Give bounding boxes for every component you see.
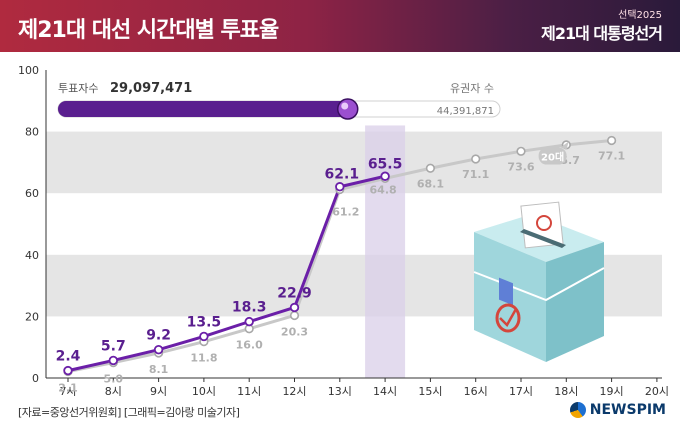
logo-icon <box>569 402 586 418</box>
x-tick-label: 13시 <box>328 385 352 398</box>
point-current <box>380 171 390 181</box>
y-tick-label: 0 <box>32 372 39 385</box>
ballot-box-side <box>546 242 604 362</box>
x-tick-label: 9시 <box>150 385 167 398</box>
point-current <box>244 316 254 327</box>
ballot-box-slot <box>520 229 566 248</box>
data-label-previous: 20.3 <box>281 325 308 338</box>
x-tick-label: 19시 <box>600 385 624 398</box>
series-line-current <box>67 174 386 373</box>
point-current <box>199 331 209 342</box>
series-name-tag-bg <box>538 147 567 165</box>
x-tick-label: 16시 <box>464 385 488 398</box>
x-tick-label: 8시 <box>105 385 122 398</box>
data-label-current: 13.5 <box>187 314 222 330</box>
y-tick-label: 80 <box>25 126 39 139</box>
point-current <box>289 302 300 313</box>
ballot-box-sticker <box>499 277 513 306</box>
point-previous <box>425 163 436 173</box>
x-tick-label: 7시 <box>59 385 76 398</box>
data-label-current: 22.9 <box>277 285 312 301</box>
point-current <box>335 182 345 192</box>
ballot-paper <box>520 201 564 249</box>
x-tick-label: 20시 <box>645 385 669 398</box>
point-previous <box>471 154 481 164</box>
ballot-box-check-mark <box>499 308 518 328</box>
data-label-current: 5.7 <box>101 338 126 354</box>
point-current <box>153 344 164 355</box>
y-tick-label: 40 <box>25 249 39 262</box>
electorate-label: 유권자 수 <box>450 82 494 95</box>
x-tick-label: 10시 <box>192 385 216 398</box>
point-current <box>63 365 73 376</box>
page-title: 제21대 대선 시간대별 투표율 <box>18 18 279 43</box>
progress-knob <box>336 98 359 120</box>
data-label-current: 18.3 <box>232 300 267 316</box>
ballot-box-band <box>473 267 605 302</box>
header-banner: 제21대 대선 시간대별 투표율 선택2025 제21대 대통령선거 <box>0 0 680 52</box>
x-tick-label: 12시 <box>282 385 306 398</box>
progress-fill <box>58 101 348 117</box>
logo-text: NEWSPIM <box>589 402 666 418</box>
voters-label: 투표자수 <box>58 82 98 95</box>
series-name-tag-pointer <box>560 141 569 150</box>
y-tick-label: 60 <box>25 187 39 200</box>
voters-value: 29,097,471 <box>110 81 192 96</box>
progress-knob-shine <box>341 102 349 110</box>
data-label-current: 9.2 <box>146 328 171 344</box>
data-label-previous: 71.1 <box>462 168 489 181</box>
data-label-previous: 2.1 <box>58 382 78 395</box>
point-previous <box>606 135 617 146</box>
highlight-column <box>365 125 406 378</box>
data-label-current: 62.1 <box>325 167 360 183</box>
data-label-previous: 16.0 <box>236 339 263 352</box>
brand-subtitle: 선택2025 <box>618 10 662 21</box>
data-label-current: 65.5 <box>368 156 403 172</box>
y-tick-label: 100 <box>18 64 39 77</box>
data-label-current: 2.4 <box>56 349 81 365</box>
ballot-box-illustration <box>473 201 605 362</box>
data-label-previous: 5.0 <box>104 373 124 386</box>
x-tick-label: 15시 <box>418 385 442 398</box>
ballot-box-stamp-mark <box>495 303 521 333</box>
data-label-previous: 8.1 <box>149 363 169 376</box>
data-label-previous: 77.1 <box>598 150 625 163</box>
ballot-paper-stamp <box>536 215 552 231</box>
point-current <box>108 355 118 366</box>
x-tick-label: 14시 <box>373 385 397 398</box>
series-name-tag: 20대 <box>541 151 564 164</box>
data-label-previous: 61.2 <box>332 206 359 219</box>
x-tick-label: 17시 <box>509 385 533 398</box>
newspim-logo: NEWSPIM <box>569 402 666 418</box>
data-label-previous: 68.1 <box>417 177 444 190</box>
source-credit: [자료=중앙선거위원회] [그래픽=김아랑 미술기자] <box>18 406 240 419</box>
x-tick-label: 18시 <box>554 385 578 398</box>
data-label-previous: 64.8 <box>370 183 397 196</box>
data-label-previous: 73.6 <box>507 160 534 173</box>
y-tick-label: 20 <box>25 310 39 323</box>
x-tick-label: 11시 <box>237 385 261 398</box>
brand-title: 제21대 대통령선거 <box>541 24 663 43</box>
data-label-previous: 11.8 <box>190 352 217 365</box>
electorate-value: 44,391,871 <box>437 106 494 117</box>
point-previous <box>516 146 526 156</box>
point-previous <box>289 310 300 321</box>
